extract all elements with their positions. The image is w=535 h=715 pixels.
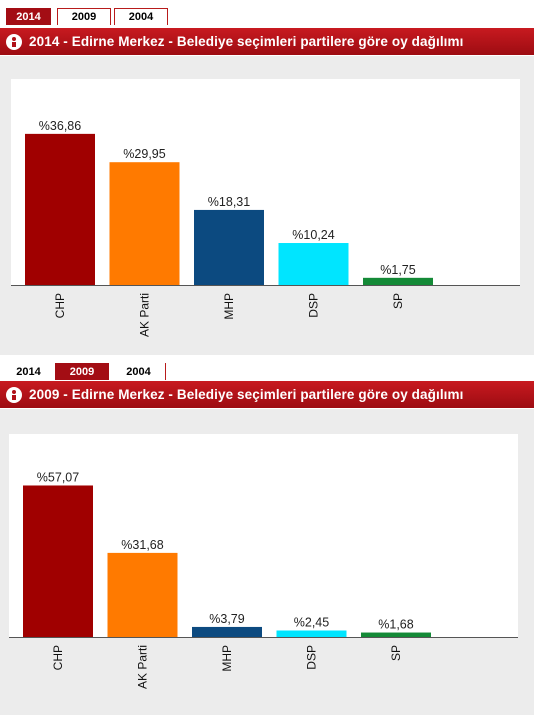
tab-2014[interactable]: 2014 [6, 363, 51, 380]
bar-chp [23, 485, 93, 637]
bar-mhp [192, 626, 262, 637]
tab-2009[interactable]: 2009 [57, 8, 111, 25]
chart-title: 2009 - Edirne Merkez - Belediye seçimler… [29, 387, 464, 402]
data-label: %31,68 [121, 538, 163, 552]
data-label: %36,86 [39, 119, 81, 133]
tab-2004[interactable]: 2004 [114, 8, 168, 25]
bar-ak-parti [109, 162, 180, 285]
bar-sp [363, 277, 433, 285]
data-label: %1,68 [378, 618, 413, 632]
plot-area [9, 434, 518, 637]
chart-title: 2014 - Edirne Merkez - Belediye seçimler… [29, 34, 464, 49]
tab-2009[interactable]: 2009 [55, 363, 109, 380]
chart-panel-2014: 2014 2009 2004 2014 - Edirne Merkez - Be… [0, 0, 535, 355]
bar-chart: %36,86 CHP %29,95 AK Parti %18,31 MHP %10,24 DS… [11, 79, 520, 337]
bar-chp [25, 133, 95, 285]
tab-2014[interactable]: 2014 [6, 8, 51, 25]
category-label: MHP [222, 293, 236, 320]
info-icon [6, 33, 22, 50]
chart-area: %57,07 CHP %31,68 AK Parti %3,79 MHP %2,45 DSP%… [0, 409, 534, 715]
category-label: AK Parti [136, 645, 150, 689]
category-label: DSP [307, 293, 321, 318]
category-label: SP [391, 293, 405, 309]
chart-panel-2009: 2014 2009 2004 2009 - Edirne Merkez - Be… [0, 362, 535, 715]
category-label: CHP [53, 293, 67, 318]
data-label: %2,45 [294, 615, 329, 629]
data-label: %3,79 [209, 612, 244, 626]
data-label: %10,24 [292, 228, 334, 242]
category-label: AK Parti [138, 293, 152, 337]
chart-title-bar: 2014 - Edirne Merkez - Belediye seçimler… [0, 28, 534, 55]
data-label: %18,31 [208, 195, 250, 209]
category-label: DSP [305, 645, 319, 670]
plot-area [11, 79, 520, 285]
info-icon [6, 386, 22, 403]
bar-dsp [276, 630, 347, 637]
bar-chart: %57,07 CHP %31,68 AK Parti %3,79 MHP %2,45 DSP%… [9, 434, 518, 689]
tab-2004[interactable]: 2004 [112, 363, 166, 380]
data-label: %29,95 [123, 147, 165, 161]
category-label: MHP [220, 645, 234, 672]
bar-dsp [278, 243, 349, 285]
bar-mhp [194, 209, 264, 285]
category-label: SP [389, 645, 403, 661]
chart-area: %36,86 CHP %29,95 AK Parti %18,31 MHP %10,24 DS… [0, 56, 534, 355]
bar-sp [361, 632, 431, 637]
category-label: CHP [51, 645, 65, 670]
bar-ak-parti [107, 552, 178, 637]
data-label: %1,75 [380, 263, 415, 277]
chart-title-bar: 2009 - Edirne Merkez - Belediye seçimler… [0, 381, 534, 408]
data-label: %57,07 [37, 470, 79, 484]
